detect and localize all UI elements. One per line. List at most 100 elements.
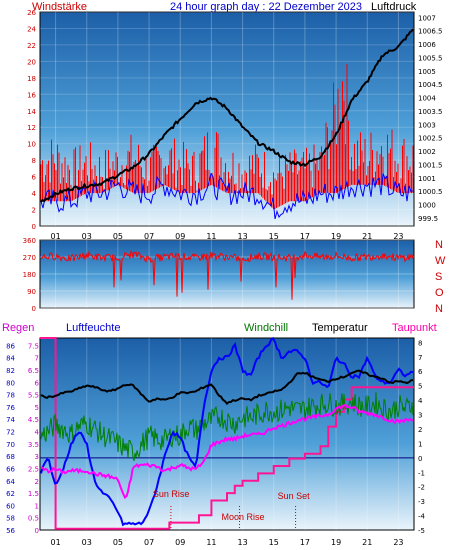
wind-y-tick-label: 24 — [27, 25, 36, 33]
x-axis-labels-bottom: 01 03 05 07 09 11 13 15 17 19 21 23 — [50, 538, 403, 547]
temperature-y-tick-label: 3 — [418, 412, 422, 420]
pressure-y-tick-label: 1005 — [418, 68, 436, 76]
wind-y-tick-label: 4 — [32, 190, 37, 198]
x-tick-label: 19 — [331, 232, 341, 241]
event-label: Sun Set — [278, 491, 311, 501]
compass-letter-n-bottom: N — [435, 303, 443, 315]
rain-y-tick-label: 3 — [35, 453, 39, 461]
wind-average-line — [40, 172, 414, 220]
humidity-y-tick-label: 56 — [6, 527, 15, 535]
direction-y-tick-label: 0 — [32, 305, 36, 313]
pressure-y-tick-label: 1000 — [418, 202, 436, 210]
pressure-y-tick-label: 1006.5 — [418, 28, 443, 36]
panel-climate-axis-ticks: -5-4-3-2-101234567800.511.522.533.544.55… — [6, 339, 425, 535]
rain-y-tick-label: 5.5 — [28, 392, 39, 400]
pressure-axis-title: Luftdruck — [371, 1, 417, 13]
rain-y-tick-label: 6.5 — [28, 367, 39, 375]
windchill-label: Windchill — [244, 322, 288, 334]
pressure-y-tick-label: 1002.5 — [418, 135, 443, 143]
x-tick-label: 17 — [300, 232, 310, 241]
pressure-line — [40, 28, 414, 203]
x-tick-label: 07 — [144, 538, 154, 547]
compass-letter-s: S — [435, 271, 442, 283]
x-tick-label: 01 — [50, 538, 60, 547]
compass-letter-o: O — [435, 287, 444, 299]
direction-y-tick-label: 270 — [23, 254, 36, 262]
pressure-y-tick-label: 1007 — [418, 14, 436, 22]
wind-y-tick-label: 26 — [27, 9, 36, 17]
temperature-y-tick-label: 7 — [418, 354, 422, 362]
humidity-y-tick-label: 58 — [6, 515, 15, 523]
pressure-y-tick-label: 1005.5 — [418, 54, 443, 62]
x-tick-label: 21 — [362, 538, 372, 547]
wind-y-tick-label: 0 — [32, 223, 36, 231]
panel-climate-series — [40, 336, 414, 530]
x-tick-label: 21 — [362, 232, 372, 241]
chart-title: 24 hour graph day : 22 Dezember 2023 — [170, 1, 362, 13]
rain-y-tick-label: 4 — [35, 429, 40, 437]
x-tick-label: 15 — [269, 538, 279, 547]
x-axis-labels-top: 01 03 05 07 09 11 13 15 17 19 21 23 — [50, 232, 403, 241]
rain-y-tick-label: 2 — [35, 478, 39, 486]
pressure-y-tick-label: 1001.5 — [418, 161, 443, 169]
panel-wind-background — [39, 11, 415, 227]
wind-y-tick-label: 18 — [27, 75, 36, 83]
panel-direction-series — [40, 250, 414, 300]
temperature-y-tick-label: 4 — [418, 397, 423, 405]
compass-letters: N W S O N — [435, 239, 446, 315]
temperature-y-tick-label: 0 — [418, 455, 422, 463]
event-markers: Sun Rise Moon Rise Sun Set — [153, 489, 310, 530]
x-tick-label: 07 — [144, 232, 154, 241]
temperature-y-tick-label: 5 — [418, 383, 422, 391]
rain-line — [40, 337, 414, 530]
compass-letter-n-top: N — [435, 239, 443, 251]
rain-y-tick-label: 5 — [35, 404, 39, 412]
rain-y-tick-label: 7 — [35, 355, 39, 363]
humidity-line — [40, 336, 414, 527]
x-tick-label: 03 — [82, 232, 92, 241]
humidity-y-tick-label: 70 — [6, 441, 15, 449]
pressure-y-tick-label: 1004.5 — [418, 81, 443, 89]
humidity-y-tick-label: 62 — [6, 490, 15, 498]
wind-y-tick-label: 10 — [27, 141, 36, 149]
x-tick-label: 09 — [175, 538, 185, 547]
humidity-y-tick-label: 78 — [6, 392, 15, 400]
rain-y-tick-label: 0.5 — [28, 515, 39, 523]
temperature-y-tick-label: 8 — [418, 339, 422, 347]
humidity-y-tick-label: 74 — [6, 416, 15, 424]
rain-label: Regen — [2, 322, 34, 334]
x-tick-label: 13 — [237, 232, 247, 241]
rain-y-tick-label: 7.5 — [28, 342, 39, 350]
panel-direction-grid — [40, 239, 414, 309]
temperature-y-tick-label: -2 — [418, 484, 425, 492]
temperature-y-tick-label: -3 — [418, 498, 425, 506]
pressure-y-tick-label: 1000.5 — [418, 188, 443, 196]
x-tick-label: 23 — [393, 232, 403, 241]
rain-y-tick-label: 0 — [35, 527, 39, 535]
wind-y-tick-label: 16 — [27, 91, 36, 99]
temperature-label: Temperatur — [312, 322, 368, 334]
x-tick-label: 13 — [237, 538, 247, 547]
x-tick-label: 05 — [113, 538, 123, 547]
compass-letter-w: W — [435, 255, 446, 267]
pressure-y-tick-label: 1006 — [418, 41, 436, 49]
x-tick-label: 05 — [113, 232, 123, 241]
x-tick-label: 01 — [50, 232, 60, 241]
rain-y-tick-label: 6 — [35, 379, 40, 387]
x-tick-label: 03 — [82, 538, 92, 547]
x-tick-label: 23 — [393, 538, 403, 547]
x-tick-label: 15 — [269, 232, 279, 241]
temperature-y-tick-label: -1 — [418, 469, 425, 477]
direction-y-tick-label: 90 — [27, 288, 36, 296]
humidity-y-tick-label: 68 — [6, 453, 15, 461]
x-tick-label: 09 — [175, 232, 185, 241]
pressure-y-tick-label: 999.5 — [418, 215, 438, 223]
rain-y-tick-label: 2.5 — [28, 465, 39, 473]
x-tick-label: 11 — [206, 232, 216, 241]
temperature-y-tick-label: 6 — [418, 368, 423, 376]
temperature-y-tick-label: -4 — [418, 513, 426, 521]
rain-y-tick-label: 3.5 — [28, 441, 39, 449]
wind-y-tick-label: 2 — [32, 207, 36, 215]
wind-y-tick-label: 12 — [27, 124, 36, 132]
